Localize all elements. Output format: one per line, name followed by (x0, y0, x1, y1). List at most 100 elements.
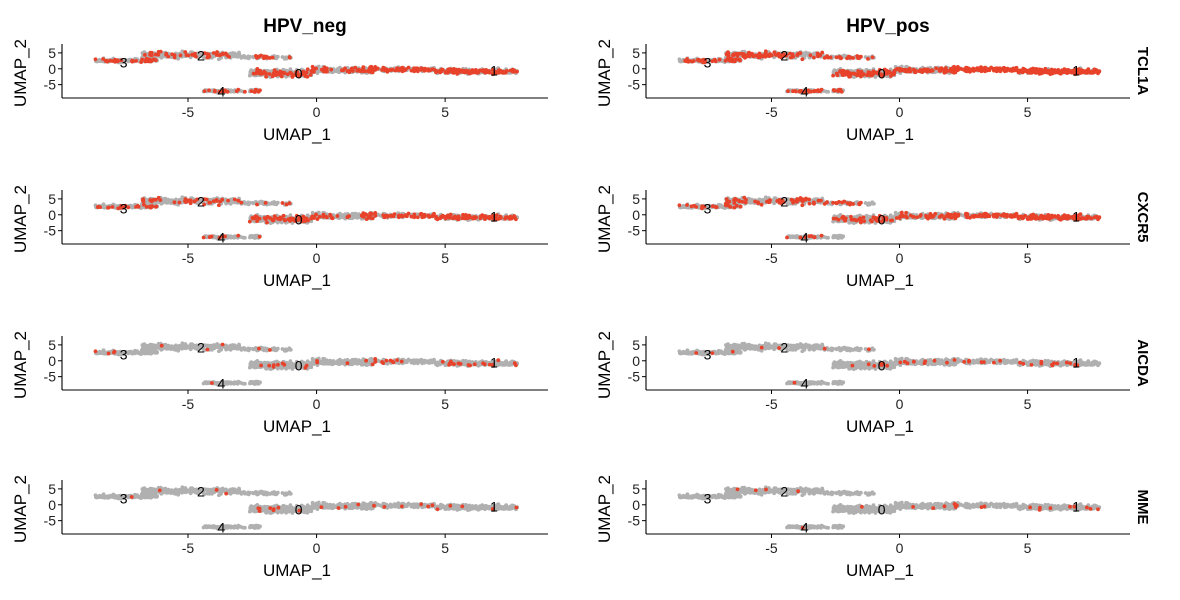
data-point-expressed (263, 201, 268, 205)
y-tick-label: -5 (44, 77, 57, 93)
data-point-expressed (257, 234, 262, 239)
data-point-expressed (435, 217, 440, 222)
data-point-expressed (717, 57, 722, 62)
data-point-expressed (462, 216, 467, 221)
data-point-expressed (478, 216, 483, 221)
data-point-expressed (406, 65, 411, 70)
y-tick-label: 0 (48, 61, 56, 77)
data-point-expressed (847, 70, 851, 75)
data-point-expressed (261, 71, 265, 76)
row-label-tcl1a: TCL1A (1134, 47, 1151, 96)
data-point-expressed (270, 55, 275, 60)
data-point-expressed (870, 55, 875, 60)
data-point-expressed (998, 66, 1002, 71)
data-point-expressed (687, 59, 692, 63)
data-point-expressed (268, 216, 273, 221)
data-point-expressed (215, 50, 220, 54)
data-point-expressed (227, 55, 232, 59)
data-point-expressed (812, 89, 817, 94)
data-point-expressed (372, 67, 376, 72)
data-point-expressed (859, 73, 863, 78)
data-point-expressed (317, 214, 322, 219)
data-point-expressed (113, 57, 117, 62)
data-point-expressed (743, 53, 748, 58)
data-point-expressed (1065, 71, 1069, 75)
data-point-expressed (445, 71, 450, 75)
data-point-expressed (466, 215, 471, 220)
data-point (804, 50, 808, 55)
data-point-expressed (487, 70, 492, 75)
data-point-expressed (891, 72, 896, 77)
data-point-expressed (848, 55, 853, 60)
data-point-expressed (201, 235, 206, 240)
data-point (232, 234, 237, 239)
data-point-expressed (257, 71, 261, 75)
data-point-expressed (927, 68, 931, 73)
data-point-expressed (471, 70, 475, 75)
data-point-expressed (831, 88, 836, 92)
column-title-hpv-pos: HPV_pos (846, 16, 929, 37)
data-point-expressed (499, 70, 504, 75)
point-layer (93, 195, 519, 241)
data-point-expressed (178, 53, 183, 58)
data-point (316, 64, 321, 69)
data-point (719, 204, 724, 208)
data-point-expressed (499, 215, 503, 220)
cluster-label-3: 3 (120, 200, 128, 216)
data-point-expressed (140, 198, 145, 203)
data-point-expressed (855, 218, 860, 223)
data-point (241, 235, 246, 240)
data-point-expressed (477, 68, 482, 73)
data-point-expressed (277, 72, 282, 77)
data-point (274, 55, 278, 60)
x-tick-label: 5 (441, 104, 449, 120)
data-point-expressed (335, 214, 340, 218)
data-point-expressed (993, 67, 997, 72)
data-point-expressed (798, 51, 803, 56)
data-point-expressed (369, 212, 374, 216)
data-point-expressed (1038, 69, 1042, 74)
data-point-expressed (816, 54, 820, 59)
data-point-expressed (1060, 68, 1064, 73)
data-point-expressed (466, 69, 471, 73)
data-point (251, 201, 256, 206)
data-point-expressed (868, 218, 873, 223)
cluster-label-2: 2 (197, 47, 205, 63)
data-point-expressed (367, 69, 371, 74)
data-point-expressed (147, 59, 151, 64)
y-tick-label: 5 (632, 45, 640, 61)
cluster-label-1: 1 (490, 63, 498, 79)
data-point-expressed (1053, 70, 1058, 75)
data-point-expressed (934, 66, 938, 71)
data-point-expressed (148, 52, 153, 56)
data-point-expressed (361, 214, 366, 219)
x-tick-label: 0 (313, 104, 321, 120)
data-point-expressed (443, 216, 448, 221)
data-point-expressed (790, 52, 795, 57)
data-point (816, 234, 820, 239)
data-point-expressed (183, 50, 188, 54)
y-tick-label: 0 (48, 207, 56, 223)
x-axis-title: UMAP_1 (846, 125, 914, 144)
data-point-expressed (848, 74, 852, 79)
data-point-expressed (290, 72, 294, 76)
data-point (866, 203, 870, 207)
data-point-expressed (262, 216, 267, 220)
data-point-expressed (262, 56, 266, 61)
data-point-expressed (370, 216, 375, 221)
data-point-expressed (413, 67, 418, 72)
data-point-expressed (918, 68, 923, 72)
data-point-expressed (904, 210, 908, 215)
data-point-expressed (420, 213, 425, 218)
data-point-expressed (747, 50, 751, 55)
data-point (160, 54, 165, 59)
data-point-expressed (816, 88, 820, 93)
data-point-expressed (983, 69, 987, 74)
data-point-expressed (726, 50, 730, 54)
data-point-expressed (110, 205, 115, 209)
data-point-expressed (726, 53, 731, 58)
y-tick-label: 5 (48, 45, 56, 61)
data-point (210, 89, 214, 93)
